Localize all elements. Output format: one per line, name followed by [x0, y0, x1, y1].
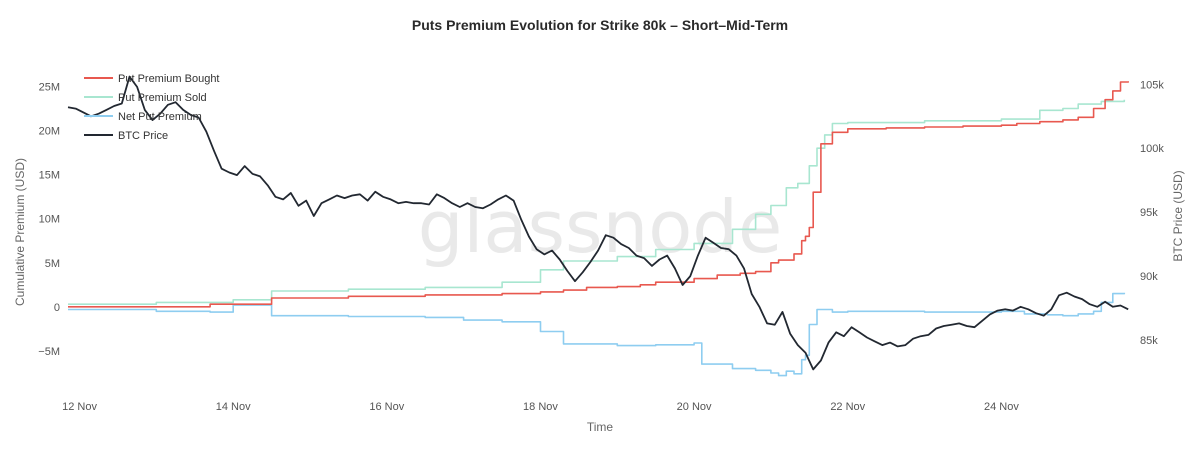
- y-left-tick-label: 5M: [45, 258, 60, 270]
- series-line-put-premium-bought: [68, 81, 1129, 308]
- x-tick-label: 24 Nov: [984, 401, 1019, 413]
- y-left-axis-ticks: −5M 0 5M 10M 15M 20M 25M: [38, 81, 60, 357]
- legend-label-put-premium-sold: Put Premium Sold: [118, 92, 207, 104]
- series-line-put-premium-sold: [68, 99, 1126, 305]
- legend-label-net-put-premium: Net Put Premium: [118, 111, 202, 123]
- x-tick-label: 22 Nov: [830, 401, 865, 413]
- y-right-tick-label: 90k: [1140, 271, 1158, 283]
- y-left-tick-label: 20M: [39, 126, 60, 138]
- y-right-tick-label: 95k: [1140, 207, 1158, 219]
- x-axis-title: Time: [587, 420, 614, 434]
- watermark: glassnode: [418, 185, 783, 269]
- y-left-tick-label: 15M: [39, 170, 60, 182]
- x-tick-label: 18 Nov: [523, 401, 558, 413]
- y-right-tick-label: 85k: [1140, 335, 1158, 347]
- legend-label-put-premium-bought: Put Premium Bought: [118, 73, 220, 85]
- y-left-tick-label: 10M: [39, 214, 60, 226]
- series-line-btc-price: [67, 75, 1129, 371]
- y-left-tick-label: 0: [54, 302, 60, 314]
- chart-title: Puts Premium Evolution for Strike 80k – …: [412, 17, 788, 33]
- y-right-tick-label: 100k: [1140, 143, 1164, 155]
- y-right-axis-ticks: 85k 90k 95k 100k 105k: [1140, 79, 1164, 347]
- x-tick-label: 20 Nov: [677, 401, 712, 413]
- y-right-tick-label: 105k: [1140, 79, 1164, 91]
- x-tick-label: 16 Nov: [369, 401, 404, 413]
- legend-label-btc-price: BTC Price: [118, 130, 168, 142]
- x-axis-ticks: 12 Nov 14 Nov 16 Nov 18 Nov 20 Nov 22 Nov 24 N…: [62, 401, 1019, 413]
- series-line-net-put-premium: [68, 292, 1126, 377]
- x-tick-label: 14 Nov: [216, 401, 251, 413]
- y-left-axis-title: Cumulative Premium (USD): [13, 158, 27, 306]
- y-right-axis-title: BTC Price (USD): [1171, 170, 1185, 261]
- y-left-tick-label: −5M: [38, 346, 60, 358]
- y-left-tick-label: 25M: [39, 81, 60, 93]
- series-layer: [67, 75, 1129, 377]
- x-tick-label: 12 Nov: [62, 401, 97, 413]
- legend: Put Premium Bought Put Premium Sold Net Pu…: [84, 73, 220, 142]
